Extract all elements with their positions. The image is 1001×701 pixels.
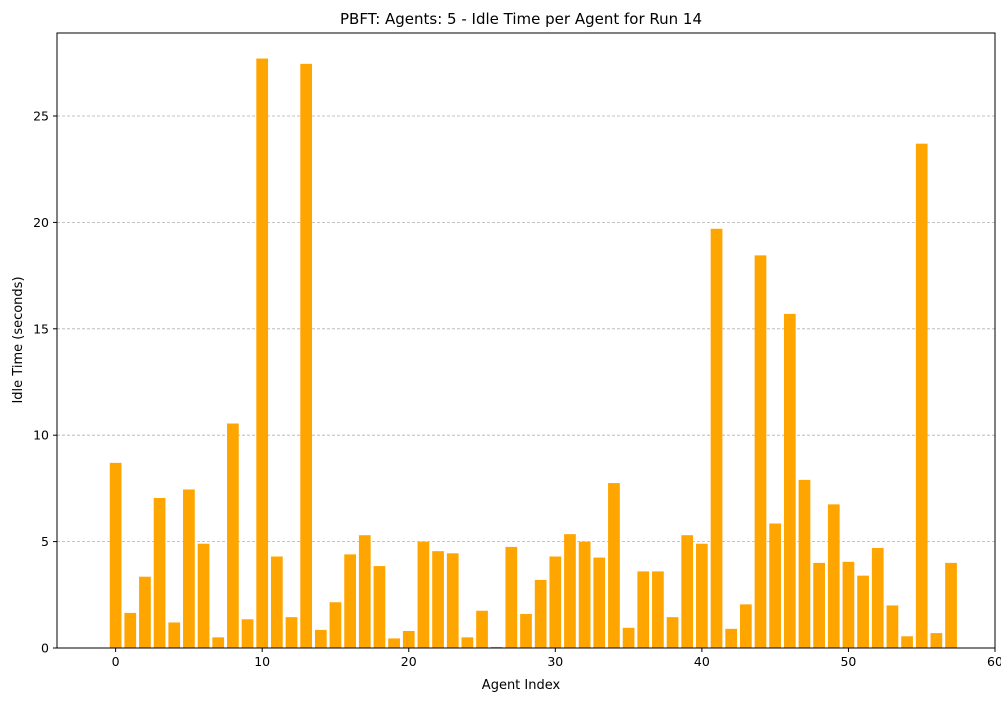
bar-agent-41	[710, 228, 723, 648]
x-tick-label: 0	[112, 654, 120, 669]
bar-agent-51	[857, 575, 869, 648]
bar-agent-5	[183, 489, 195, 648]
y-tick-label: 15	[33, 321, 49, 336]
bar-agent-28	[520, 613, 532, 648]
bar-agent-57	[945, 562, 957, 648]
grid-layer	[57, 115, 995, 542]
y-tick-label: 20	[33, 215, 49, 230]
bar-agent-22	[432, 551, 444, 648]
bar-agent-49	[827, 504, 840, 648]
bar-agent-11	[270, 556, 283, 648]
bar-agent-44	[754, 255, 767, 648]
bar-agent-40	[696, 543, 708, 648]
bar-agent-1	[124, 612, 137, 648]
bar-agent-56	[930, 633, 943, 648]
bar-agent-24	[461, 637, 474, 648]
bar-agent-39	[681, 535, 694, 648]
bar-agent-37	[652, 571, 664, 648]
bar-agent-20	[402, 630, 415, 648]
bar-agent-8	[227, 423, 239, 648]
bar-agent-6	[197, 543, 210, 648]
bar-agent-18	[373, 566, 386, 648]
chart-title: PBFT: Agents: 5 - Idle Time per Agent fo…	[340, 10, 702, 28]
bar-agent-25	[476, 610, 488, 648]
bar-agent-12	[285, 617, 298, 648]
bar-agent-47	[798, 479, 811, 648]
bar-agent-23	[446, 553, 459, 648]
plot-frame	[56, 32, 996, 649]
bar-agent-2	[139, 576, 151, 648]
bar-agent-43	[739, 604, 752, 648]
bar-agent-53	[886, 605, 899, 648]
bar-agent-48	[813, 562, 825, 648]
x-tick-label: 50	[840, 654, 856, 669]
bar-agent-52	[871, 547, 884, 648]
y-tick-label: 5	[41, 534, 49, 549]
x-tick-label: 10	[254, 654, 270, 669]
bar-agent-7	[212, 637, 225, 648]
bar-agent-15	[329, 602, 342, 648]
x-axis-label: Agent Index	[482, 678, 561, 693]
x-tick-label: 20	[401, 654, 417, 669]
y-tick-label: 25	[33, 108, 49, 123]
bar-agent-34	[608, 483, 620, 648]
x-tick-label: 60	[987, 654, 1001, 669]
bar-agent-29	[534, 579, 547, 648]
bar-agent-17	[358, 535, 371, 648]
x-tick-label: 40	[694, 654, 710, 669]
bar-agent-0	[109, 462, 122, 648]
bar-agent-45	[769, 523, 782, 648]
bar-agent-33	[593, 557, 606, 648]
bar-agent-50	[842, 561, 855, 648]
bar-agent-3	[153, 497, 166, 648]
bar-agent-46	[783, 313, 796, 648]
y-axis-label: Idle Time (seconds)	[11, 276, 26, 403]
bar-agent-16	[344, 554, 356, 648]
bar-agent-54	[901, 636, 913, 648]
bar-agent-42	[725, 628, 738, 648]
bar-agent-26	[490, 646, 503, 648]
bar-agent-38	[666, 617, 679, 648]
y-tick-label: 10	[33, 428, 49, 443]
bar-agent-19	[388, 638, 400, 648]
bar-agent-4	[168, 622, 181, 648]
bar-agent-32	[578, 541, 591, 648]
bar-agent-10	[256, 58, 269, 649]
bar-agent-27	[505, 546, 518, 648]
x-tick-label: 30	[547, 654, 563, 669]
bar-agent-9	[241, 619, 254, 648]
bars-layer	[109, 58, 957, 649]
bar-agent-13	[300, 63, 313, 649]
y-axis-ticks: 0 5 10 15 20 25	[33, 108, 57, 656]
x-axis-ticks: 0 10 20 30 40 50 60	[112, 648, 1001, 669]
bar-agent-14	[314, 629, 327, 648]
bar-agent-36	[637, 571, 650, 648]
bar-agent-35	[622, 627, 635, 648]
bar-agent-30	[549, 556, 562, 648]
y-tick-label: 0	[41, 641, 49, 656]
bar-agent-21	[417, 541, 430, 648]
bar-agent-55	[915, 143, 928, 648]
bar-agent-31	[564, 534, 576, 648]
